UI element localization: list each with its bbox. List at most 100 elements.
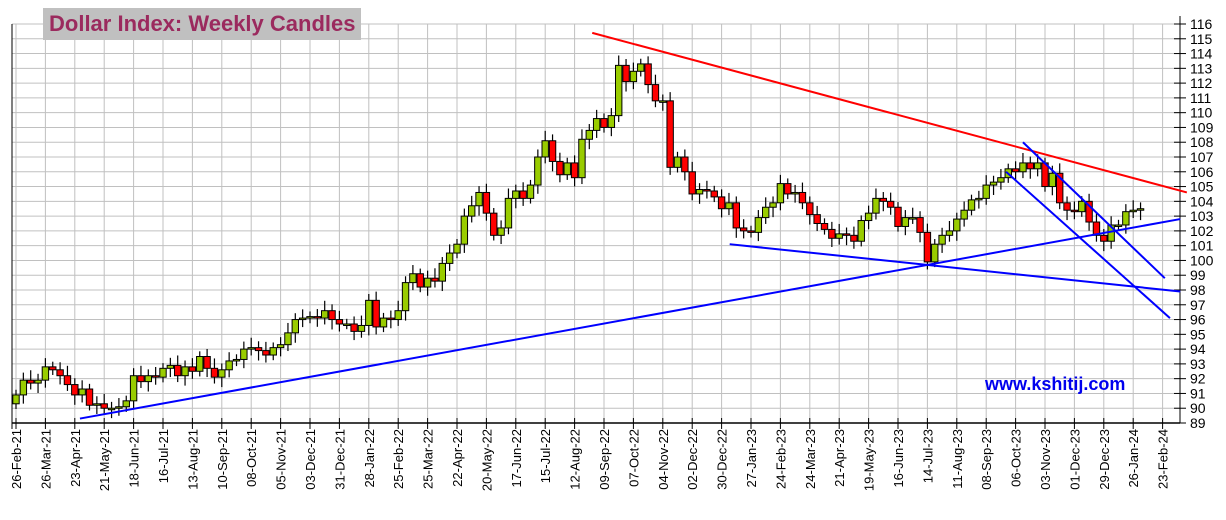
x-tick-label: 24-Feb-23 [773,429,788,489]
candle-body [27,379,35,384]
candle-body [365,299,373,326]
candle-body [218,369,226,378]
x-tick-label: 16-Jul-21 [156,429,171,483]
candle-body [1078,200,1086,213]
candle-body [615,64,623,117]
y-tick-label: 105 [1190,179,1214,195]
candle-body [115,406,123,409]
candle-body [71,384,79,396]
candle-body [894,206,902,227]
candle-body [534,156,542,186]
x-tick-label: 18-Jun-21 [127,429,142,488]
candle-body [659,100,667,103]
x-tick-label: 02-Dec-22 [685,429,700,490]
candle-body [637,63,645,72]
candle-body [644,63,652,86]
candle-body [997,177,1005,183]
candle-body [56,369,64,377]
candle-body [468,205,476,217]
candle-body [578,138,586,179]
candle-body [321,310,329,319]
candle-body [210,367,219,378]
candle-body [1136,208,1145,211]
candle-body [357,324,366,332]
candle-body [107,407,116,411]
candle-body [1026,162,1034,170]
y-tick-label: 103 [1190,208,1214,224]
candle-body [857,220,865,242]
x-tick-label: 23-Feb-24 [1156,429,1171,489]
candle-body [762,206,770,219]
x-tick-label: 08-Oct-21 [244,429,259,487]
candle-body [901,217,910,227]
y-tick-label: 97 [1190,297,1206,313]
x-tick-label: 06-Oct-23 [1009,429,1024,487]
x-tick-label: 21-May-21 [97,429,112,491]
x-tick-label: 27-Jan-23 [744,429,759,488]
candle-body [416,273,424,288]
x-tick-label: 31-Dec-21 [332,429,347,490]
y-tick-label: 98 [1190,282,1206,298]
y-tick-label: 115 [1190,31,1213,47]
candle-body [85,388,94,406]
x-tick-label: 24-Mar-23 [803,429,818,489]
y-tick-label: 101 [1190,238,1214,254]
watermark-url: www.kshitij.com [985,374,1126,394]
candle-body [806,202,814,216]
candle-body [585,129,593,140]
candle-body [49,366,57,371]
y-tick-label: 94 [1190,341,1206,357]
candle-body [769,202,777,208]
candle-body [717,196,726,210]
candle-body [350,323,358,332]
y-tick-label: 96 [1190,312,1206,328]
candle-body [666,100,674,168]
candle-body [629,70,638,83]
candle-body [93,403,101,406]
x-tick-label: 15-Jul-22 [538,429,553,483]
candle-body [313,316,322,319]
candle-body [923,231,932,263]
candle-body [1100,234,1108,242]
candle-body [739,227,748,232]
x-tick-label: 09-Sep-22 [597,429,612,490]
candle-body [63,375,72,386]
candle-body [284,332,292,346]
x-tick-label: 21-Apr-23 [832,429,847,487]
x-tick-label: 10-Sep-21 [215,429,230,490]
candle-body [276,344,285,349]
x-tick-label: 14-Jul-23 [920,429,935,483]
candle-body [570,162,579,179]
candle-body [622,64,630,83]
candle-body [482,191,491,214]
x-tick-label: 23-Apr-21 [68,429,83,487]
y-tick-label: 99 [1190,267,1206,283]
candle-body [526,184,535,199]
candle-body [100,403,108,409]
candle-body [262,350,270,356]
candle-body [181,366,189,377]
x-tick-label: 25-Feb-22 [391,429,406,489]
candle-body [850,234,858,242]
candle-body [747,230,755,233]
candle-body [886,200,895,208]
candle-body [512,190,520,199]
candle-body [1019,162,1027,173]
candle-body [600,118,608,128]
candle-body [137,375,145,383]
x-tick-label: 05-Nov-21 [274,429,289,490]
candle-body [269,347,277,356]
candle-body [842,233,851,236]
x-tick-label: 26-Jan-24 [1126,429,1141,488]
candle-body [703,189,711,192]
candle-body [203,356,211,369]
candle-body [343,323,351,326]
candle-body [931,243,939,263]
candle-body [453,243,461,254]
candle-body [1129,209,1137,213]
y-tick-label: 108 [1190,134,1214,150]
candle-body [78,388,86,396]
y-tick-label: 104 [1190,193,1214,209]
candle-body [144,375,153,383]
